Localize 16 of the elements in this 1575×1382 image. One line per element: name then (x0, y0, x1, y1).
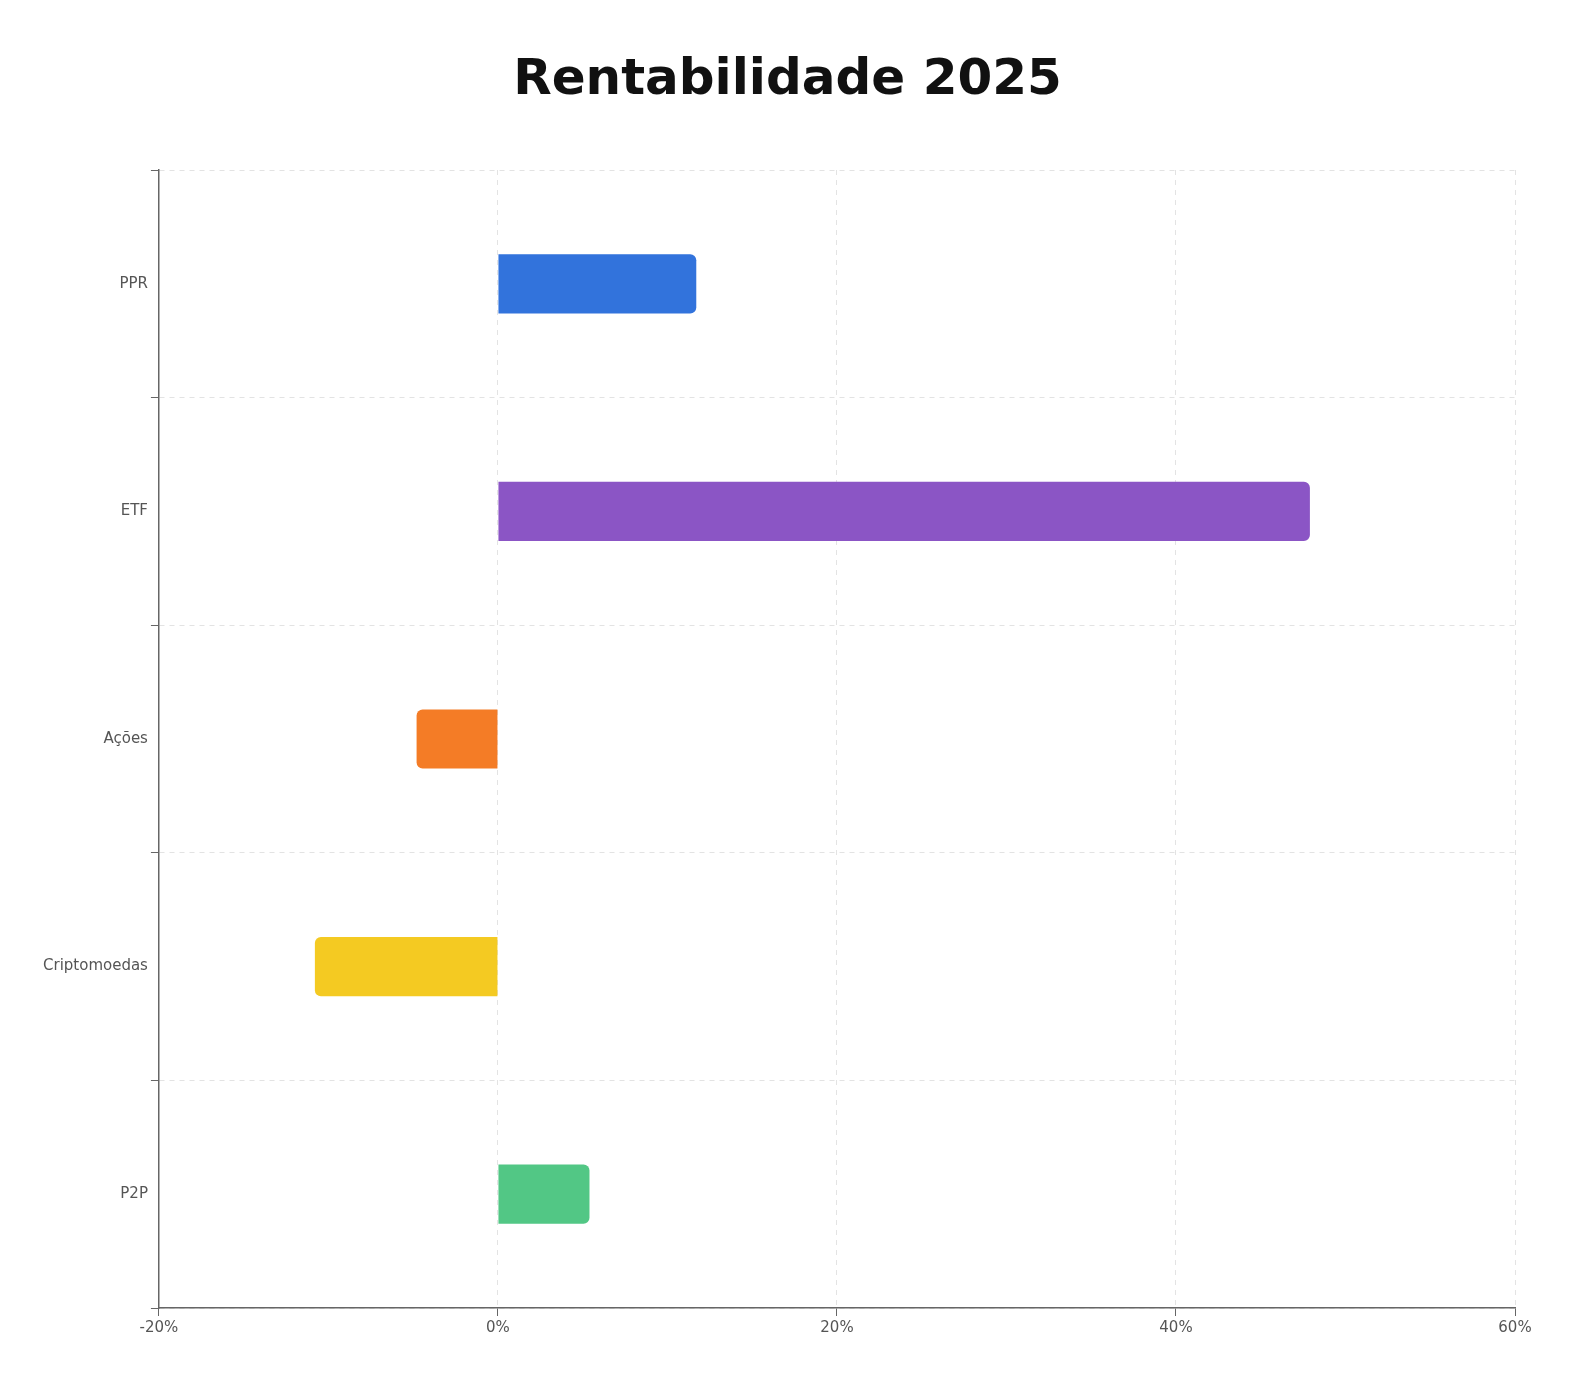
y-tick-label: Ações (103, 728, 149, 747)
x-tick-label: 40% (1159, 1317, 1193, 1336)
chart-title: Rentabilidade 2025 (512, 47, 1063, 108)
bar (314, 937, 498, 997)
bar (498, 254, 697, 314)
y-tick-label: PPR (119, 273, 148, 292)
x-tick-label: 60% (1498, 1317, 1532, 1336)
y-tick-label: ETF (120, 501, 148, 520)
bar (498, 1164, 590, 1224)
y-tick-label: Criptomoedas (43, 956, 149, 975)
bar (416, 709, 498, 769)
x-tick-label: 0% (486, 1317, 510, 1336)
x-tick-label: 20% (820, 1317, 854, 1336)
bar (498, 481, 1310, 541)
x-tick-label: -20% (139, 1317, 179, 1336)
y-tick-label: P2P (120, 1184, 148, 1203)
